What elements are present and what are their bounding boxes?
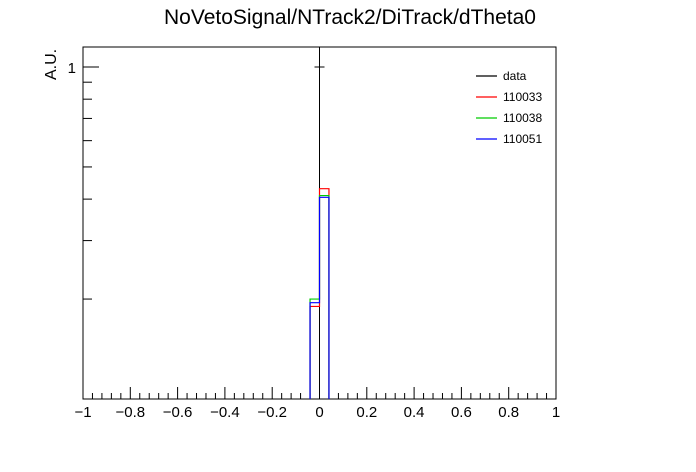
- series-110051-hist: [309, 196, 330, 399]
- x-tick-label: −1: [74, 404, 91, 421]
- legend-entry: 110033: [503, 90, 542, 104]
- x-tick-label: 0.8: [498, 404, 519, 421]
- legend-entry: 110051: [503, 132, 542, 146]
- x-tick-label: 0.6: [451, 404, 472, 421]
- y-tick-label: 1: [68, 60, 76, 77]
- x-axis-ticks: −1 −0.8 −0.6 −0.4 −0.2 0 0.2 0.4 0.6 0.8 1: [74, 387, 560, 421]
- x-tick-label: 0.4: [404, 404, 425, 421]
- x-tick-label: 0.2: [356, 404, 377, 421]
- x-tick-label: −0.6: [163, 404, 193, 421]
- x-tick-label: 0: [315, 404, 323, 421]
- legend-entry: data: [503, 69, 527, 83]
- x-tick-label: −0.8: [115, 404, 145, 421]
- x-tick-label: 1: [552, 404, 560, 421]
- legend-entry: 110038: [503, 111, 542, 125]
- x-tick-label: −0.4: [210, 404, 240, 421]
- series-group: [309, 47, 330, 399]
- legend: data 110033 110038 110051: [476, 69, 542, 146]
- x-tick-label: −0.2: [257, 404, 287, 421]
- chart-title: NoVetoSignal/NTrack2/DiTrack/dTheta0: [164, 6, 536, 29]
- y-axis-ticks: 1: [68, 60, 99, 300]
- y-axis-title: A.U.: [43, 49, 60, 80]
